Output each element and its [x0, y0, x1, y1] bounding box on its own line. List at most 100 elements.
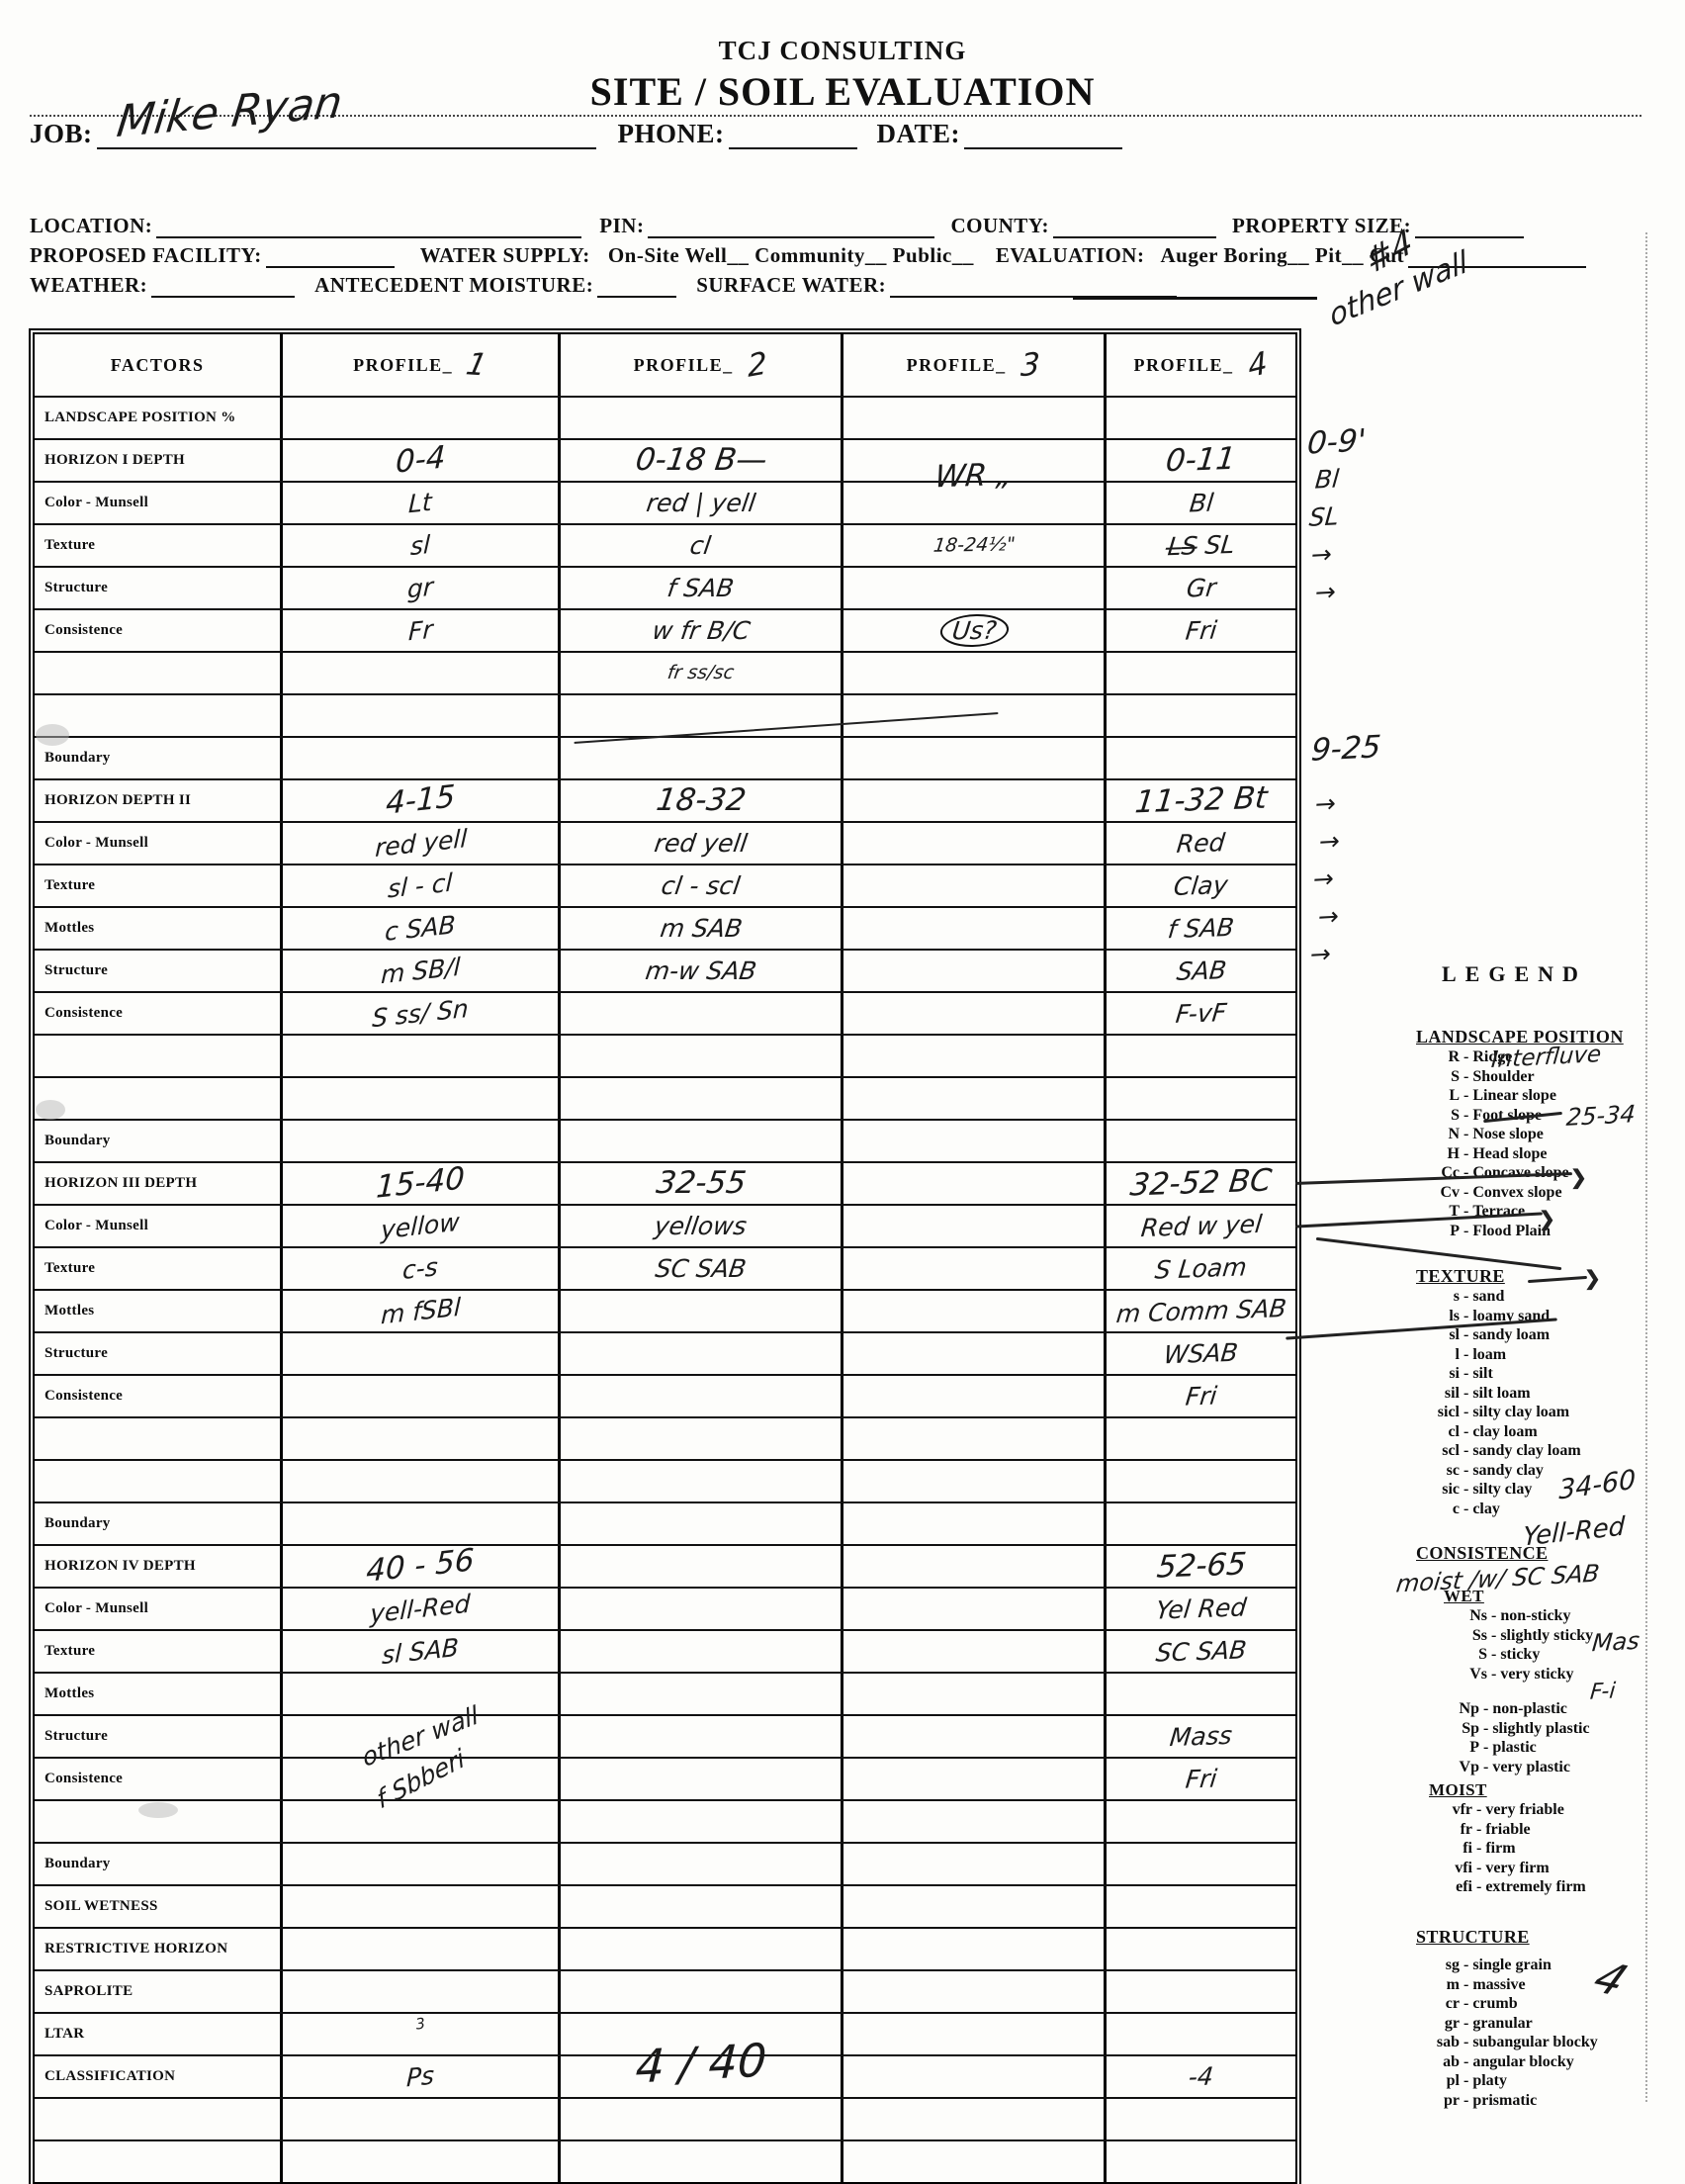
- texture-arrowhead: ❯: [1584, 1268, 1601, 1290]
- factor-label-text: Texture: [44, 877, 96, 893]
- table-row: Mottles: [35, 1672, 1295, 1714]
- legend-item-desc: granular: [1472, 2014, 1533, 2032]
- heavy-rule: [1073, 297, 1317, 300]
- profile-2-cell: [558, 398, 841, 438]
- profile-2-cell: m-w SAB: [558, 951, 841, 991]
- legend-item: sab - subangular blocky: [1416, 2033, 1683, 2052]
- legend-texture-list: s - sand ls - loamy sand sl - sandy loam l - loam si…: [1416, 1287, 1673, 1518]
- profile-number-handwriting: 3: [1020, 345, 1042, 384]
- factors-heading: FACTORS: [110, 354, 205, 375]
- factor-label-text: CLASSIFICATION: [44, 2068, 176, 2084]
- profile-1-cell: [280, 1503, 558, 1544]
- table-row: Texture c-s SC SAB S Loam: [35, 1246, 1295, 1289]
- legend-item-desc: very friable: [1485, 1801, 1564, 1818]
- legend-item-code: T: [1449, 1203, 1460, 1220]
- legend-item-code: Sp: [1462, 1719, 1479, 1737]
- handwritten-entry: -4: [1187, 2061, 1215, 2092]
- handwritten-entry: Bl: [1188, 488, 1215, 518]
- handwritten-entry: 11-32 Bt: [1133, 779, 1270, 821]
- weather-line: WEATHER: ANTECEDENT MOISTURE: SURFACE WA…: [30, 273, 1178, 298]
- factor-label: Consistence: [35, 993, 280, 1034]
- legend-item-desc: massive: [1472, 1975, 1526, 1993]
- profile-3-cell: [841, 1418, 1104, 1459]
- legend-item-code: R: [1448, 1048, 1460, 1065]
- profile-3-cell: [841, 1971, 1104, 2012]
- legend-structure-heading: STRUCTURE: [1416, 1927, 1530, 1947]
- profile-1-cell: [280, 2141, 558, 2182]
- profile-4-cell: Gr: [1104, 568, 1295, 608]
- table-row: Mottles m fSBl m Comm SAB: [35, 1289, 1295, 1331]
- legend-item-dash: -: [1463, 1222, 1469, 1239]
- handwritten-entry: S ss/ Sn: [372, 993, 470, 1034]
- profile-4-cell: Clay: [1104, 865, 1295, 906]
- legend-item-desc: clay: [1472, 1500, 1500, 1517]
- profile-1-cell: yellow: [280, 1206, 558, 1246]
- note-foot-slope-range: 25-34: [1564, 1100, 1637, 1132]
- legend-item-code: Np: [1459, 1700, 1479, 1717]
- factor-label: CLASSIFICATION: [35, 2056, 280, 2097]
- legend-item: gr - granular: [1416, 2014, 1683, 2034]
- legend-item-dash: -: [1476, 1840, 1482, 1857]
- handwritten-entry: gr: [406, 572, 434, 604]
- note-h2-arrow-3: →: [1311, 864, 1336, 894]
- profile-2-cell: [558, 1078, 841, 1119]
- job-label: JOB:: [30, 119, 93, 148]
- factor-label-text: HORIZON DEPTH II: [44, 792, 192, 808]
- legend-item-code: sab: [1436, 2034, 1460, 2050]
- factor-label-text: Consistence: [44, 622, 124, 638]
- legend-item-code: pr: [1444, 2091, 1460, 2109]
- legend-item-dash: -: [1463, 1404, 1469, 1420]
- property-size-label: PROPERTY SIZE:: [1232, 214, 1412, 237]
- legend-item-code: sl: [1449, 1326, 1460, 1343]
- profile-1-cell: [280, 1971, 558, 2012]
- profile-number-handwriting: 2: [747, 344, 769, 385]
- factor-label: [35, 1418, 280, 1459]
- handwritten-entry: red yell: [374, 823, 468, 864]
- profile-2-cell: [558, 1461, 841, 1502]
- legend-structure-list: sg - single grain m - massive cr - crumb gr - granu…: [1416, 1956, 1683, 2110]
- table-row: [35, 693, 1295, 736]
- table-row: [35, 2139, 1295, 2182]
- handwritten-entry: WSAB: [1162, 1337, 1240, 1370]
- legend-item-dash: -: [1463, 1384, 1469, 1402]
- factor-label: Color - Munsell: [35, 1589, 280, 1629]
- legend-item: vfi - very firm: [1429, 1859, 1666, 1878]
- factor-label-text: Color - Munsell: [44, 835, 149, 851]
- legend-structure: STRUCTURE sg - single grain m - massive cr - cru…: [1416, 1927, 1683, 2110]
- profile-3-cell: [841, 398, 1104, 438]
- profile-2-cell: f SAB: [558, 568, 841, 608]
- factor-label: LTAR: [35, 2014, 280, 2054]
- profile-2-cell: [558, 1929, 841, 1969]
- profile-1-cell: Fr: [280, 610, 558, 651]
- factor-label: SAPROLITE: [35, 1971, 280, 2012]
- antecedent-label: ANTECEDENT MOISTURE:: [314, 273, 594, 297]
- profile-2-cell: [558, 1759, 841, 1799]
- legend-item-dash: -: [1463, 2034, 1469, 2050]
- profile-1-cell: [280, 1036, 558, 1076]
- factor-label-text: LTAR: [44, 2026, 85, 2042]
- table-row: Structure m SB/l m-w SAB SAB: [35, 949, 1295, 991]
- profile-1-cell: [280, 1078, 558, 1119]
- profile-2-cell: [558, 1886, 841, 1927]
- legend-item-desc: slightly sticky: [1500, 1626, 1594, 1644]
- profile-3-cell: [841, 2099, 1104, 2139]
- legend-item: Np - non-plastic: [1436, 1699, 1673, 1719]
- profile-3-cell: [841, 1376, 1104, 1416]
- note-h2-arrow-5: →: [1308, 939, 1333, 969]
- profile-2-cell: [558, 2141, 841, 2182]
- legend-item-desc: Linear slope: [1472, 1087, 1556, 1104]
- handwritten-entry: L̶S̶ SL: [1166, 529, 1236, 562]
- legend-item-dash: -: [1476, 1820, 1482, 1838]
- handwritten-entry: cl - scl: [660, 871, 743, 900]
- table-row: SOIL WETNESS: [35, 1884, 1295, 1927]
- profile-2-cell: [558, 738, 841, 778]
- factor-label: [35, 1461, 280, 1502]
- profile-2-cell: [558, 1546, 841, 1587]
- table-row: RESTRICTIVE HORIZON: [35, 1927, 1295, 1969]
- legend-item-desc: prismatic: [1472, 2091, 1538, 2109]
- dotted-rule: [30, 115, 1641, 117]
- profile-4-cell: [1104, 1461, 1295, 1502]
- profile-3-cell: [841, 1844, 1104, 1884]
- profile-1-cell: Lt: [280, 483, 558, 523]
- handwritten-entry: 4 / 40: [634, 2032, 769, 2094]
